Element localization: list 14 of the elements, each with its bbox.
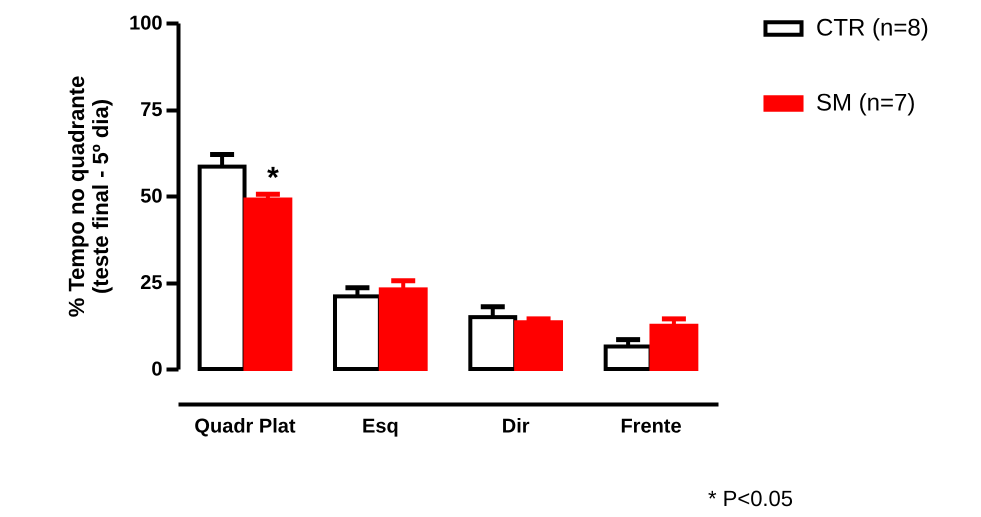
x-tick-label: Frente <box>620 416 682 438</box>
y-tick-label: 50 <box>140 186 162 208</box>
y-tick-label: 75 <box>140 99 162 121</box>
y-tick-label: 100 <box>129 12 162 34</box>
x-tick-label: Dir <box>502 416 530 438</box>
y-axis-title: % Tempo no quadrante (teste final - 5º dia) <box>64 76 114 318</box>
legend-label: SM (n=7) <box>816 90 916 116</box>
y-tick-label: 25 <box>140 272 162 294</box>
y-tick-label: 0 <box>151 358 162 380</box>
legend-label: CTR (n=8) <box>816 14 929 42</box>
x-tick-label: Quadr Plat <box>194 416 296 438</box>
annotation: * <box>267 162 280 195</box>
text: * P<0.05 <box>708 486 794 512</box>
x-tick-label: Esq <box>362 416 399 438</box>
